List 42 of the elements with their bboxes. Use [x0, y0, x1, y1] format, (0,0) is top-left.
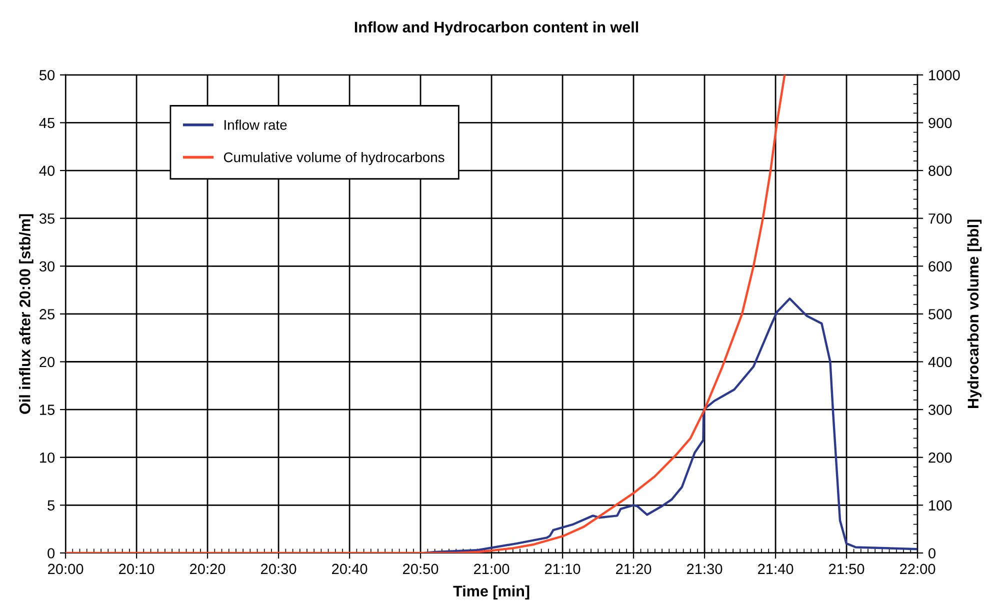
x-tick-label: 20:40	[332, 564, 368, 574]
x-axis-title: Time [min]	[453, 585, 530, 600]
chart-title: Inflow and Hydrocarbon content in well	[354, 21, 638, 36]
x-tick-label: 21:00	[474, 564, 510, 574]
y-tick-label: 5	[48, 500, 55, 511]
y-tick-label: 0	[48, 548, 55, 558]
x-tick-label: 21:10	[545, 564, 580, 574]
line-series	[423, 298, 918, 553]
x-tick-label: 21:30	[687, 564, 722, 574]
y-tick-label: 15	[40, 404, 55, 415]
y2-tick-label: 200	[928, 452, 952, 463]
x-tick-label: 20:50	[403, 564, 438, 574]
y-tick-label: 20	[40, 356, 55, 368]
y-tick-label: 35	[39, 213, 55, 224]
y2-tick-label: 700	[928, 213, 952, 224]
y-tick-label: 10	[40, 452, 55, 463]
y2-tick-label: 600	[928, 261, 952, 272]
x-tick-label: 21:20	[616, 564, 652, 574]
y-tick-label: 25	[40, 309, 55, 320]
x-tick-label: 22:00	[900, 564, 936, 574]
x-tick-label: 20:00	[48, 564, 84, 574]
y2-tick-label: 1000	[929, 70, 960, 80]
x-tick-label: 20:10	[119, 564, 154, 574]
legend-label: Cumulative volume of hydrocarbons	[224, 152, 444, 165]
y-tick-label: 45	[39, 118, 55, 128]
y-tick-label: 40	[39, 166, 55, 176]
legend-label: Inflow rate	[224, 120, 287, 130]
y-tick-label: 50	[39, 70, 55, 80]
y2-tick-label: 400	[928, 356, 952, 368]
x-tick-label: 21:50	[829, 564, 864, 574]
y2-tick-label: 0	[928, 548, 936, 558]
y-tick-label: 30	[39, 261, 55, 272]
y2-tick-label: 500	[928, 309, 952, 320]
x-tick-label: 21:40	[758, 564, 794, 574]
y2-tick-label: 800	[928, 166, 952, 176]
y2-tick-label: 300	[928, 404, 952, 415]
y2-tick-label: 100	[929, 500, 952, 511]
x-tick-label: 20:20	[190, 564, 226, 574]
y-axis-title: Oil influx after 20:00 [stb/m]	[19, 214, 34, 414]
y2-tick-label: 900	[928, 118, 952, 128]
y2-axis-title: Hydrocarbon volume [bbl]	[967, 220, 982, 408]
x-tick-label: 20:30	[261, 564, 296, 574]
